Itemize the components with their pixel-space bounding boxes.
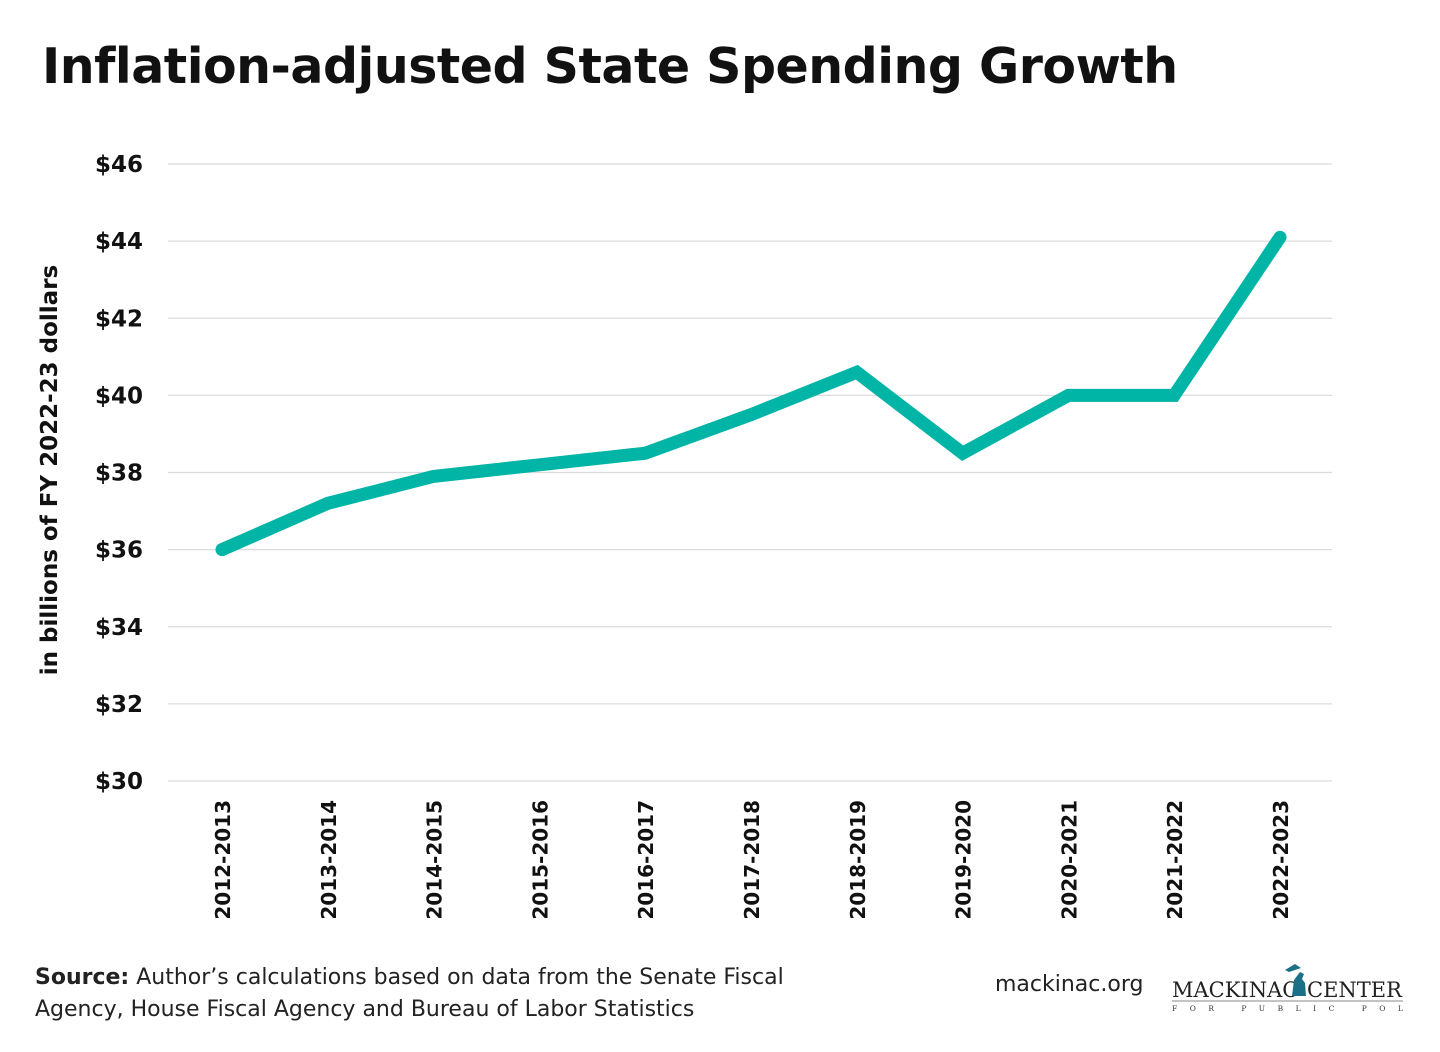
y-tick-label: $46: [95, 152, 143, 178]
x-tick-label: 2015-2016: [528, 800, 552, 920]
x-tick-label: 2014-2015: [423, 800, 447, 920]
source-note: Source: Author’s calculations based on d…: [35, 962, 815, 1026]
y-tick-label: $32: [95, 692, 143, 718]
logo-mackinac: MACKINAC: [1172, 978, 1298, 1002]
x-tick-label: 2022-2023: [1269, 800, 1293, 920]
source-label: Source:: [35, 965, 130, 990]
spending-line: [215, 230, 1287, 557]
x-tick-label: 2019-2020: [952, 800, 976, 920]
x-tick-label: 2020-2021: [1057, 800, 1081, 920]
source-text: Author’s calculations based on data from…: [35, 965, 784, 1022]
y-tick-label: $40: [95, 383, 143, 409]
x-tick-label: 2018-2019: [846, 800, 870, 920]
y-tick-label: $42: [95, 306, 143, 332]
logo-subtitle: FOR PUBLIC POLICY: [1172, 1004, 1405, 1013]
x-tick-label: 2017-2018: [740, 800, 764, 920]
y-tick-label: $44: [95, 229, 143, 255]
y-tick-label: $30: [95, 769, 143, 795]
y-tick-label: $36: [95, 538, 143, 564]
mackinac-center-logo: MACKINAC CENTER FOR PUBLIC POLICY: [1172, 964, 1405, 1013]
michigan-icon: [1285, 964, 1306, 996]
x-tick-label: 2021-2022: [1163, 800, 1187, 920]
site-url: mackinac.org: [995, 972, 1144, 997]
x-tick-label: 2016-2017: [634, 800, 658, 920]
logo-center: CENTER: [1307, 978, 1403, 1002]
x-tick-label: 2012-2013: [211, 800, 235, 920]
x-tick-label: 2013-2014: [317, 800, 341, 920]
y-tick-label: $34: [95, 615, 143, 641]
chart-title: Inflation-adjusted State Spending Growth: [42, 38, 1178, 95]
y-tick-label: $38: [95, 461, 143, 487]
